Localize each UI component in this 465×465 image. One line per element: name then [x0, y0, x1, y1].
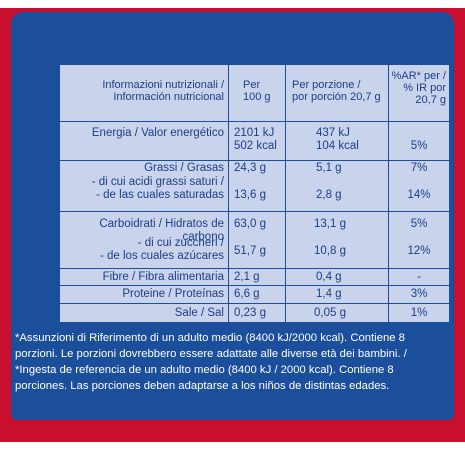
- column-divider: [228, 65, 229, 322]
- footnote-line: porzioni. Le porzioni dovrebbero essere …: [15, 348, 407, 360]
- saturates-portion: 2,8 g: [316, 189, 342, 201]
- protein-portion: 1,4 g: [316, 288, 342, 300]
- protein-per100: 6,6 g: [234, 288, 260, 300]
- column-divider: [285, 65, 286, 322]
- fat-label: Grassi / Grasas: [144, 162, 224, 174]
- fat-per100: 24,3 g: [234, 162, 266, 174]
- row-fibre: Fibre / Fibra alimentaria 2,1 g 0,4 g -: [60, 270, 449, 285]
- footnote-line: porciones. Las porciones deben adaptarse…: [15, 380, 390, 392]
- header-ri-es: % IR por: [403, 82, 446, 94]
- sugars-label-it: - di cui zuccheri /: [137, 237, 224, 249]
- header-label-it: Informazioni nutrizionali /: [102, 79, 224, 91]
- column-divider: [388, 65, 389, 322]
- fat-ri: 7%: [410, 162, 428, 174]
- header-label-es: Información nutricional: [113, 91, 224, 103]
- sugars-per100: 51,7 g: [234, 245, 266, 257]
- saturates-label-es: - de las cuales saturadas: [96, 189, 224, 201]
- footnote-line: *Assunzioni di Riferimento di un adulto …: [15, 332, 405, 344]
- sugars-label: - di cui zuccheri / - de los cuales azúc…: [60, 237, 228, 265]
- row-divider: [60, 211, 449, 212]
- energy-portion: 437 kJ 104 kcal: [286, 123, 388, 159]
- row-divider: [60, 285, 449, 286]
- fibre-per100: 2,1 g: [234, 271, 260, 283]
- nutrition-table: Informazioni nutrizionali / Información …: [59, 64, 450, 323]
- carbs-label: Carboidrati / Hidratos de carbono: [99, 218, 224, 243]
- fibre-label: Fibre / Fibra alimentaria: [102, 271, 224, 283]
- sugars-portion: 10,8 g: [314, 245, 346, 257]
- row-carbohydrates: Carboidrati / Hidratos de carbono 63,0 g…: [60, 218, 449, 243]
- sugars-ri: 12%: [407, 245, 431, 257]
- saturates-label: - di cui acidi grassi saturi / - de las …: [60, 176, 228, 204]
- row-saturates: - di cui acidi grassi saturi / - de las …: [60, 176, 449, 204]
- fibre-portion: 0,4 g: [316, 271, 342, 283]
- header-ri-portion: 20,7 g: [415, 94, 446, 106]
- fat-portion: 5,1 g: [316, 162, 342, 174]
- saturates-ri: 14%: [407, 189, 431, 201]
- header-nutrition-info: Informazioni nutrizionali / Información …: [60, 65, 228, 121]
- reference-intake-footnote: *Assunzioni di Riferimento di un adulto …: [15, 330, 451, 394]
- header-portion-it: Per porzione /: [292, 79, 361, 91]
- energy-portion-kcal: 104 kcal: [316, 140, 359, 152]
- row-fat: Grassi / Grasas 24,3 g 5,1 g 7%: [60, 162, 449, 176]
- footnote-line: *Ingesta de referencia de un adulto medi…: [15, 364, 394, 376]
- header-per-100g: Per 100 g: [229, 65, 285, 121]
- carbs-ri: 5%: [410, 218, 428, 230]
- row-energy: Energia / Valor energético 2101 kJ 502 k…: [60, 123, 449, 159]
- carbs-per100: 63,0 g: [234, 218, 266, 230]
- row-divider: [60, 303, 449, 304]
- header-per-portion: Per porzione / por porción 20,7 g: [286, 65, 388, 121]
- header-per: Per: [243, 79, 261, 91]
- header-ri-it: %AR* per /: [391, 70, 446, 82]
- row-sugars: - di cui zuccheri / - de los cuales azúc…: [60, 237, 449, 265]
- table-header-row: Informazioni nutrizionali / Información …: [60, 65, 449, 121]
- salt-portion: 0,05 g: [314, 307, 346, 319]
- saturates-label-it: - di cui acidi grassi saturi /: [91, 176, 224, 188]
- energy-per100-kcal: 502 kcal: [234, 140, 277, 152]
- header-reference-intake: %AR* per / % IR por 20,7 g: [389, 65, 449, 121]
- row-protein: Proteine / Proteínas 6,6 g 1,4 g 3%: [60, 287, 449, 302]
- salt-per100: 0,23 g: [234, 307, 266, 319]
- protein-label: Proteine / Proteínas: [122, 288, 224, 300]
- saturates-per100: 13,6 g: [234, 189, 266, 201]
- energy-per100-kj: 2101 kJ: [234, 127, 275, 139]
- header-portion-es: por porción 20,7 g: [292, 91, 381, 103]
- sugars-label-es: - de los cuales azúcares: [99, 250, 224, 262]
- carbs-portion: 13,1 g: [314, 218, 346, 230]
- header-100g: 100 g: [243, 91, 271, 103]
- energy-label: Energia / Valor energético: [91, 127, 224, 139]
- protein-ri: 3%: [410, 288, 428, 300]
- energy-portion-kj: 437 kJ: [316, 127, 350, 139]
- salt-label: Sale / Sal: [174, 307, 224, 319]
- energy-ri: 5%: [410, 140, 428, 152]
- row-salt: Sale / Sal 0,23 g 0,05 g 1%: [60, 306, 449, 321]
- row-divider: [60, 268, 449, 269]
- energy-per100: 2101 kJ 502 kcal: [229, 123, 285, 159]
- row-divider: [60, 121, 449, 122]
- salt-ri: 1%: [410, 307, 428, 319]
- row-divider: [60, 160, 449, 161]
- fibre-ri: -: [417, 271, 421, 283]
